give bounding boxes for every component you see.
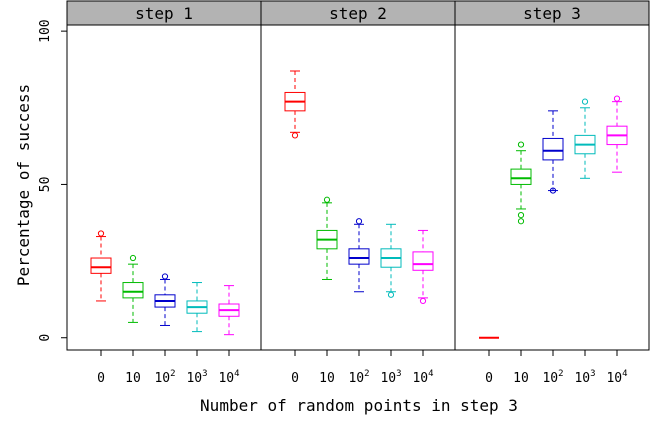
box-outlier <box>387 291 395 298</box>
x-tick-exponent: 2 <box>558 369 563 379</box>
y-tick-label: 100 <box>38 19 53 42</box>
x-tick-base: 10 <box>380 371 396 386</box>
x-tick-label: 10 <box>513 371 529 386</box>
box-body <box>348 248 370 265</box>
x-tick-exponent: 4 <box>428 369 433 379</box>
box-body <box>412 251 434 271</box>
panel-title: step 1 <box>135 4 193 23</box>
box-body <box>510 168 532 185</box>
box-outlier <box>581 98 589 105</box>
box-outlier <box>613 95 621 102</box>
x-tick-label: 104 <box>218 369 239 386</box>
x-tick-base: 10 <box>574 371 590 386</box>
box-outlier <box>517 211 525 219</box>
panel-title: step 2 <box>329 4 387 23</box>
box-outlier <box>419 297 427 305</box>
x-tick-base: 0 <box>485 371 493 386</box>
x-tick-label: 103 <box>574 369 595 386</box>
y-axis-title: Percentage of success <box>14 84 33 286</box>
x-tick-label: 102 <box>154 369 175 386</box>
box-outlier <box>355 218 363 225</box>
box-outlier <box>129 254 137 262</box>
x-tick-base: 10 <box>606 371 622 386</box>
x-tick-exponent: 4 <box>622 369 627 379</box>
x-tick-label: 0 <box>485 371 493 386</box>
x-tick-base: 0 <box>291 371 299 386</box>
x-tick-label: 103 <box>380 369 401 386</box>
x-tick-exponent: 2 <box>364 369 369 379</box>
x-tick-label: 0 <box>97 371 105 386</box>
x-tick-label: 102 <box>348 369 369 386</box>
panel-header-strip <box>454 0 650 26</box>
x-tick-base: 10 <box>186 371 202 386</box>
x-tick-label: 10 <box>125 371 141 386</box>
box-outlier <box>323 196 331 203</box>
x-axis-title: Number of random points in step 3 <box>200 396 518 415</box>
x-tick-base: 10 <box>125 371 141 386</box>
x-tick-exponent: 3 <box>396 369 401 379</box>
box-outlier <box>517 218 525 225</box>
x-tick-label: 10 <box>319 371 335 386</box>
x-tick-base: 10 <box>154 371 170 386</box>
x-tick-exponent: 3 <box>202 369 207 379</box>
x-tick-exponent: 4 <box>234 369 239 379</box>
box-outlier <box>97 230 105 237</box>
x-tick-base: 10 <box>513 371 529 386</box>
y-tick-label: 0 <box>38 334 53 342</box>
panel-border <box>454 24 650 351</box>
panel-header-strip <box>66 0 262 26</box>
box-body <box>122 282 144 299</box>
box-outlier <box>291 132 299 139</box>
y-tick-label: 50 <box>38 177 53 193</box>
x-tick-label: 102 <box>542 369 563 386</box>
box-body <box>542 137 564 161</box>
x-tick-base: 10 <box>542 371 558 386</box>
x-tick-base: 0 <box>97 371 105 386</box>
box-body <box>90 257 112 274</box>
x-tick-label: 0 <box>291 371 299 386</box>
x-tick-base: 10 <box>319 371 335 386</box>
x-tick-base: 10 <box>412 371 428 386</box>
panel-header-strip <box>260 0 456 26</box>
x-tick-base: 10 <box>218 371 234 386</box>
box-outlier <box>549 187 557 194</box>
x-tick-exponent: 3 <box>590 369 595 379</box>
x-tick-exponent: 2 <box>170 369 175 379</box>
box-outlier <box>517 141 525 148</box>
x-tick-label: 104 <box>412 369 433 386</box>
x-tick-label: 103 <box>186 369 207 386</box>
panel-title: step 3 <box>523 4 581 23</box>
box-outlier <box>161 273 169 280</box>
x-tick-base: 10 <box>348 371 364 386</box>
x-tick-label: 104 <box>606 369 627 386</box>
